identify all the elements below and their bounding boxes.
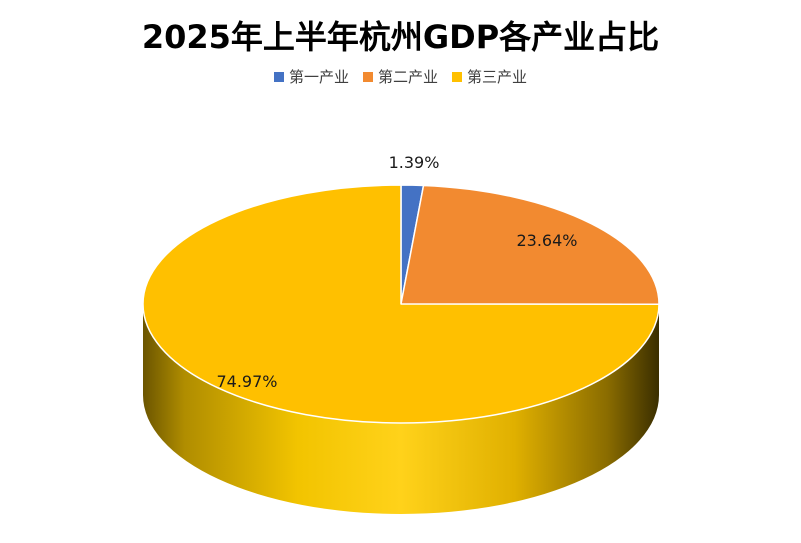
legend: 第一产业 第二产业 第三产业 <box>0 66 801 87</box>
data-label-3: 74.97% <box>216 372 277 391</box>
legend-item-secondary: 第二产业 <box>362 66 438 87</box>
data-label-2: 23.64% <box>516 231 577 250</box>
legend-swatch-primary <box>273 71 284 82</box>
legend-item-tertiary: 第三产业 <box>452 66 527 87</box>
legend-label-tertiary: 第三产业 <box>467 68 528 86</box>
data-label-1: 1.39% <box>389 153 440 172</box>
legend-label-primary: 第一产业 <box>288 68 349 86</box>
chart-title: 2025年上半年杭州GDP各产业占比 <box>141 18 660 56</box>
pie-slice-3 <box>142 184 660 424</box>
pie-slice-2 <box>400 184 660 305</box>
legend-swatch-tertiary <box>452 71 462 82</box>
pie-side-wall <box>143 304 659 514</box>
legend-item-primary: 第一产业 <box>273 66 349 87</box>
legend-swatch-secondary <box>362 71 373 82</box>
legend-label-secondary: 第二产业 <box>377 68 438 86</box>
